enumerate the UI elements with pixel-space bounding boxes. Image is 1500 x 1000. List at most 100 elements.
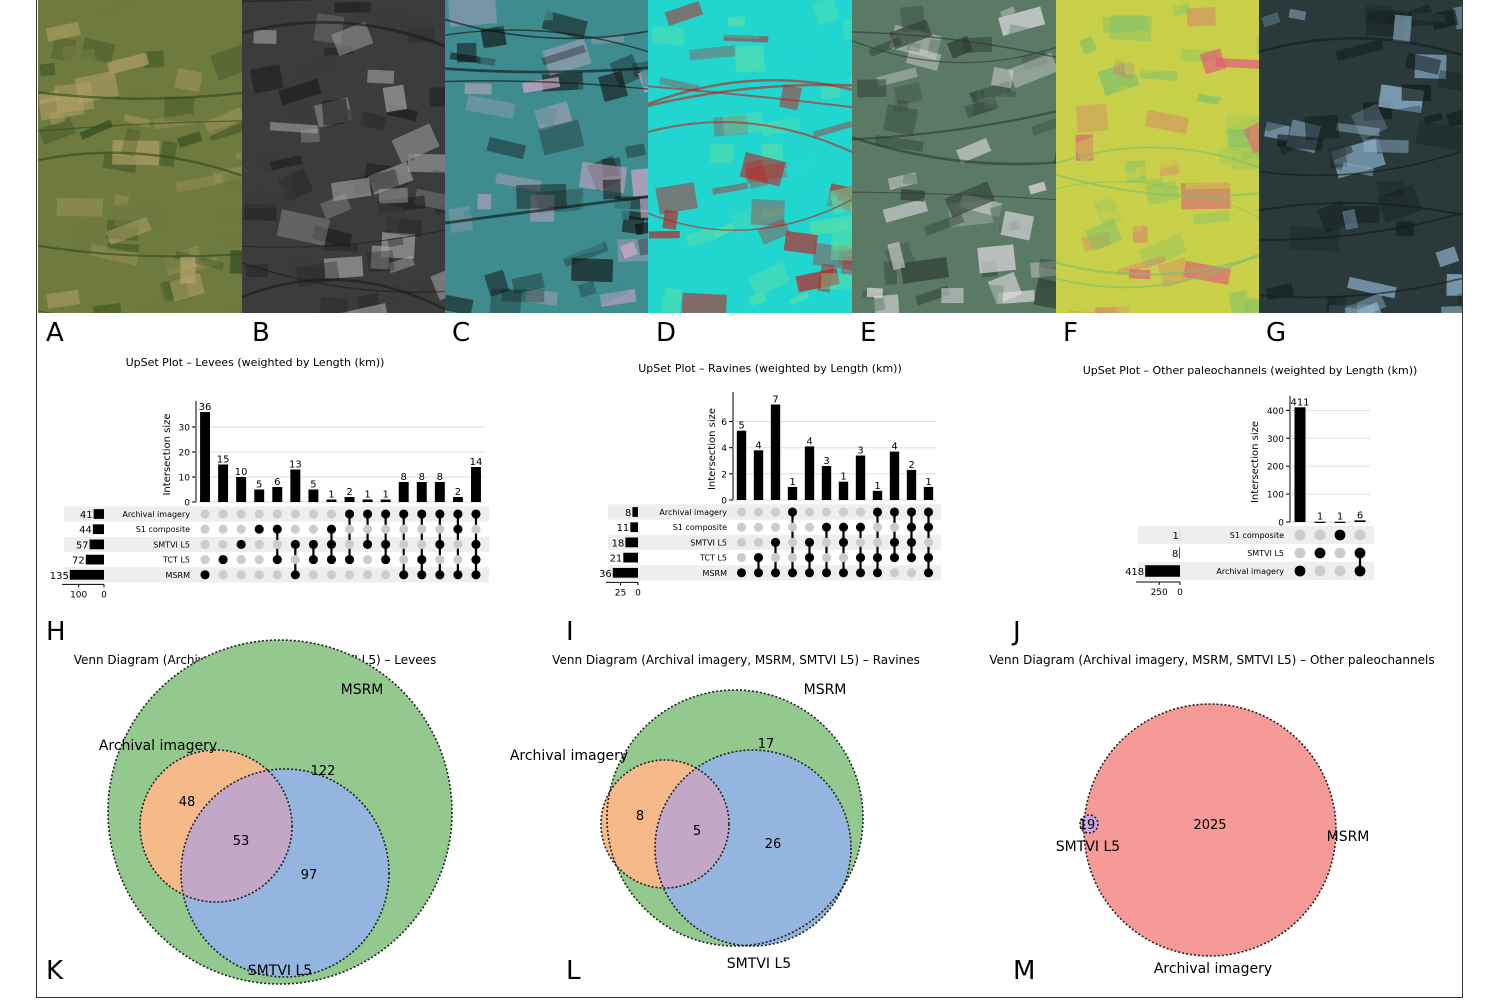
imagery-field-patch bbox=[731, 203, 770, 234]
imagery-field-patch bbox=[1418, 0, 1435, 11]
imagery-field-patch bbox=[655, 122, 694, 150]
imagery-field-patch bbox=[84, 125, 114, 143]
imagery-field-patch bbox=[74, 70, 120, 104]
imagery-field-patch bbox=[813, 120, 852, 138]
imagery-d bbox=[648, 0, 852, 313]
bar-value-label: 5 bbox=[310, 480, 316, 491]
imagery-field-patch bbox=[648, 230, 680, 239]
matrix-dot-empty bbox=[1334, 565, 1346, 577]
imagery-field-patch bbox=[750, 198, 785, 227]
matrix-dot-filled bbox=[736, 568, 747, 578]
matrix-dot-empty bbox=[326, 509, 337, 519]
matrix-dot-filled bbox=[290, 539, 300, 549]
imagery-field-patch bbox=[244, 203, 278, 222]
imagery-field-patch bbox=[541, 44, 586, 66]
imagery-field-patch bbox=[1319, 161, 1368, 174]
imagery-field-patch bbox=[48, 109, 66, 126]
set-size-bar bbox=[1179, 547, 1180, 559]
set-size-bar bbox=[89, 539, 104, 550]
intersection-bar bbox=[1334, 521, 1346, 523]
bar-value-label: 4 bbox=[891, 442, 897, 453]
imagery-field-patch bbox=[571, 258, 614, 283]
imagery-field-patch bbox=[681, 292, 727, 313]
bar-value-label: 6 bbox=[274, 477, 280, 488]
matrix-dot-filled bbox=[804, 568, 815, 578]
bar-value-label: 1 bbox=[840, 472, 846, 483]
matrix-dot-empty bbox=[417, 524, 427, 534]
imagery-field-patch bbox=[1243, 297, 1259, 313]
matrix-dot-filled bbox=[889, 507, 900, 517]
imagery-field-patch bbox=[1394, 168, 1420, 194]
matrix-dot-filled bbox=[453, 570, 463, 580]
imagery-field-patch bbox=[1342, 208, 1359, 231]
matrix-dot-empty bbox=[218, 539, 228, 549]
imagery-field-patch bbox=[1207, 79, 1251, 99]
imagery-field-patch bbox=[1132, 225, 1148, 244]
matrix-dot-empty bbox=[1294, 547, 1306, 559]
set-size-bar bbox=[1145, 565, 1180, 577]
venn-set-label: SMTVI L5 bbox=[248, 963, 312, 979]
imagery-field-patch bbox=[840, 255, 852, 278]
imagery-field-patch bbox=[489, 288, 523, 313]
set-size-bar bbox=[630, 522, 638, 533]
imagery-linear-feature bbox=[38, 151, 242, 177]
matrix-dot-filled bbox=[838, 522, 849, 532]
imagery-field-patch bbox=[594, 103, 615, 113]
y-tick-label: 400 bbox=[1267, 407, 1284, 417]
upset-levees: UpSet Plot – Levees (weighted by Length … bbox=[50, 352, 500, 612]
imagery-field-patch bbox=[1144, 109, 1189, 134]
imagery-field-patch bbox=[277, 168, 314, 203]
matrix-dot-empty bbox=[254, 509, 264, 519]
matrix-dot-filled bbox=[435, 509, 445, 519]
panel-letter-e: E bbox=[860, 318, 877, 348]
imagery-field-patch bbox=[501, 288, 545, 303]
y-axis-label: Intersection size bbox=[707, 408, 718, 490]
imagery-field-patch bbox=[1000, 210, 1035, 241]
matrix-dot-empty bbox=[855, 507, 866, 517]
imagery-field-patch bbox=[278, 78, 322, 106]
imagery-field-patch bbox=[1109, 14, 1153, 42]
matrix-dot-filled bbox=[889, 537, 900, 547]
imagery-field-patch bbox=[655, 182, 698, 215]
imagery-field-patch bbox=[1450, 167, 1462, 186]
imagery-field-patch bbox=[664, 0, 704, 27]
imagery-field-patch bbox=[783, 230, 818, 255]
imagery-field-patch bbox=[220, 227, 242, 249]
venn-region-count: 53 bbox=[233, 834, 250, 849]
imagery-field-patch bbox=[1360, 0, 1378, 16]
imagery-field-patch bbox=[413, 188, 445, 213]
set-label: SMTVI L5 bbox=[153, 540, 190, 549]
matrix-dot-filled bbox=[471, 555, 481, 565]
imagery-field-patch bbox=[1304, 114, 1340, 141]
imagery-field-patch bbox=[247, 186, 295, 209]
imagery-field-patch bbox=[1185, 170, 1231, 190]
matrix-dot-empty bbox=[236, 555, 246, 565]
imagery-field-patch bbox=[1335, 294, 1359, 309]
imagery-field-patch bbox=[434, 196, 445, 216]
imagery-field-patch bbox=[964, 96, 999, 119]
intersection-bar bbox=[434, 482, 445, 502]
bar-value-label: 2 bbox=[908, 460, 914, 471]
set-size-label: 72 bbox=[72, 556, 85, 567]
intersection-bar bbox=[821, 466, 832, 500]
imagery-field-patch bbox=[276, 209, 331, 246]
imagery-field-patch bbox=[902, 173, 940, 187]
set-label: S1 composite bbox=[673, 523, 727, 532]
imagery-linear-feature bbox=[242, 262, 445, 293]
intersection-bar bbox=[452, 497, 463, 502]
matrix-dot-filled bbox=[804, 537, 815, 547]
venn-circle-main-outline bbox=[1083, 703, 1337, 957]
imagery-linear-feature bbox=[242, 20, 445, 48]
set-size-tick-label: 0 bbox=[101, 590, 107, 600]
imagery-field-patch bbox=[331, 21, 374, 57]
matrix-dot-filled bbox=[804, 553, 815, 563]
intersection-bar bbox=[344, 497, 355, 502]
imagery-linear-feature bbox=[852, 40, 1056, 64]
matrix-dot-empty bbox=[1314, 529, 1326, 541]
matrix-dot-empty bbox=[753, 522, 764, 532]
imagery-field-patch bbox=[420, 56, 445, 76]
imagery-field-patch bbox=[977, 284, 1004, 307]
matrix-dot-filled bbox=[906, 507, 917, 517]
bar-value-label: 8 bbox=[401, 472, 407, 483]
imagery-b bbox=[242, 0, 445, 313]
